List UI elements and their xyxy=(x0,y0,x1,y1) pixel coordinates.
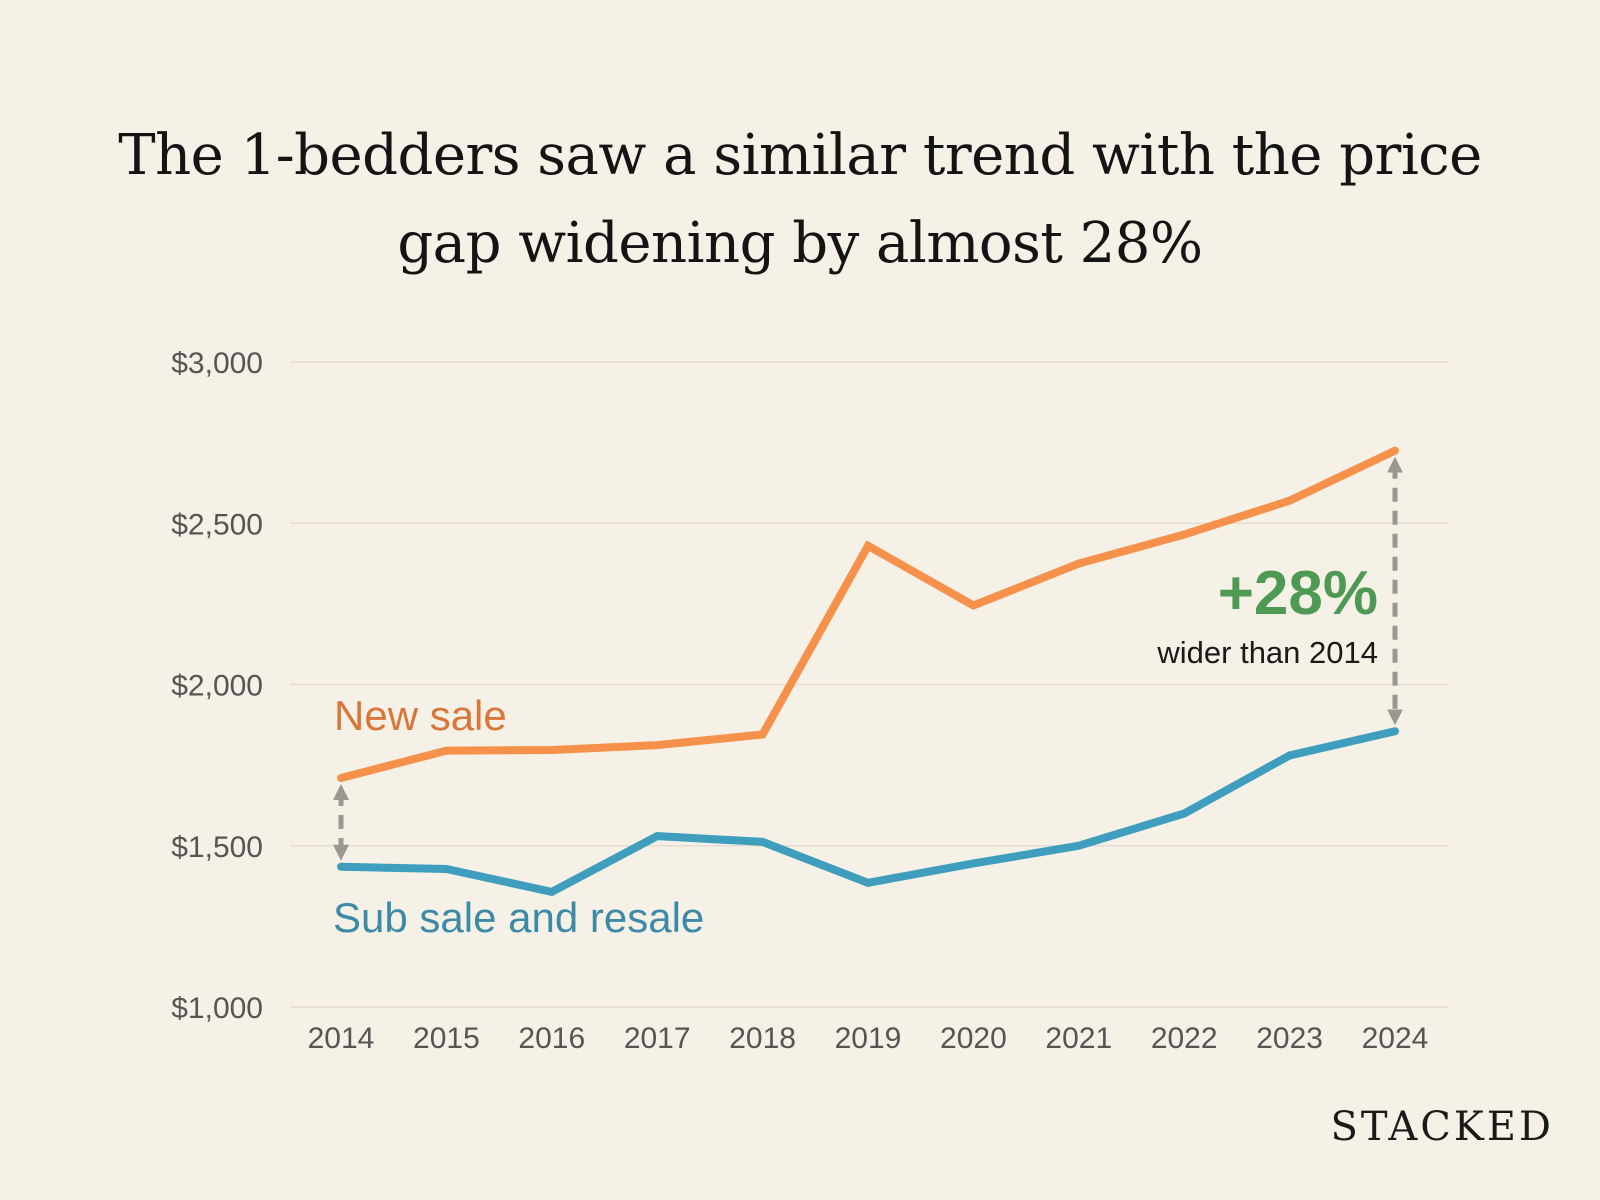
x-tick-label: 2023 xyxy=(1256,1022,1323,1055)
x-tick-label: 2014 xyxy=(308,1022,375,1055)
x-tick-label: 2020 xyxy=(940,1022,1007,1055)
new-sale-label: New sale xyxy=(334,692,507,739)
resale-label: Sub sale and resale xyxy=(333,894,704,941)
y-tick-label: $2,000 xyxy=(171,670,263,703)
x-tick-label: 2024 xyxy=(1362,1022,1429,1055)
x-tick-label: 2021 xyxy=(1045,1022,1112,1055)
x-tick-label: 2017 xyxy=(624,1022,691,1055)
chart-title-line-2: gap widening by almost 28% xyxy=(397,211,1203,276)
y-tick-label: $1,500 xyxy=(171,831,263,864)
y-tick-label: $3,000 xyxy=(171,347,263,380)
x-tick-label: 2015 xyxy=(413,1022,480,1055)
y-tick-label: $2,500 xyxy=(171,508,263,541)
y-tick-label: $1,000 xyxy=(171,992,263,1025)
chart-title: The 1-bedders saw a similar trend with t… xyxy=(80,112,1520,288)
gap-highlight-value: +28% xyxy=(1218,559,1378,628)
gap-highlight-caption: wider than 2014 xyxy=(1156,635,1378,670)
x-tick-label: 2022 xyxy=(1151,1022,1218,1055)
x-tick-label: 2016 xyxy=(518,1022,585,1055)
resale-line xyxy=(337,727,1399,897)
x-tick-label: 2019 xyxy=(835,1022,902,1055)
chart-title-line-1: The 1-bedders saw a similar trend with t… xyxy=(118,123,1482,188)
brand-logo: STACKED xyxy=(1330,1104,1554,1150)
x-tick-label: 2018 xyxy=(729,1022,796,1055)
